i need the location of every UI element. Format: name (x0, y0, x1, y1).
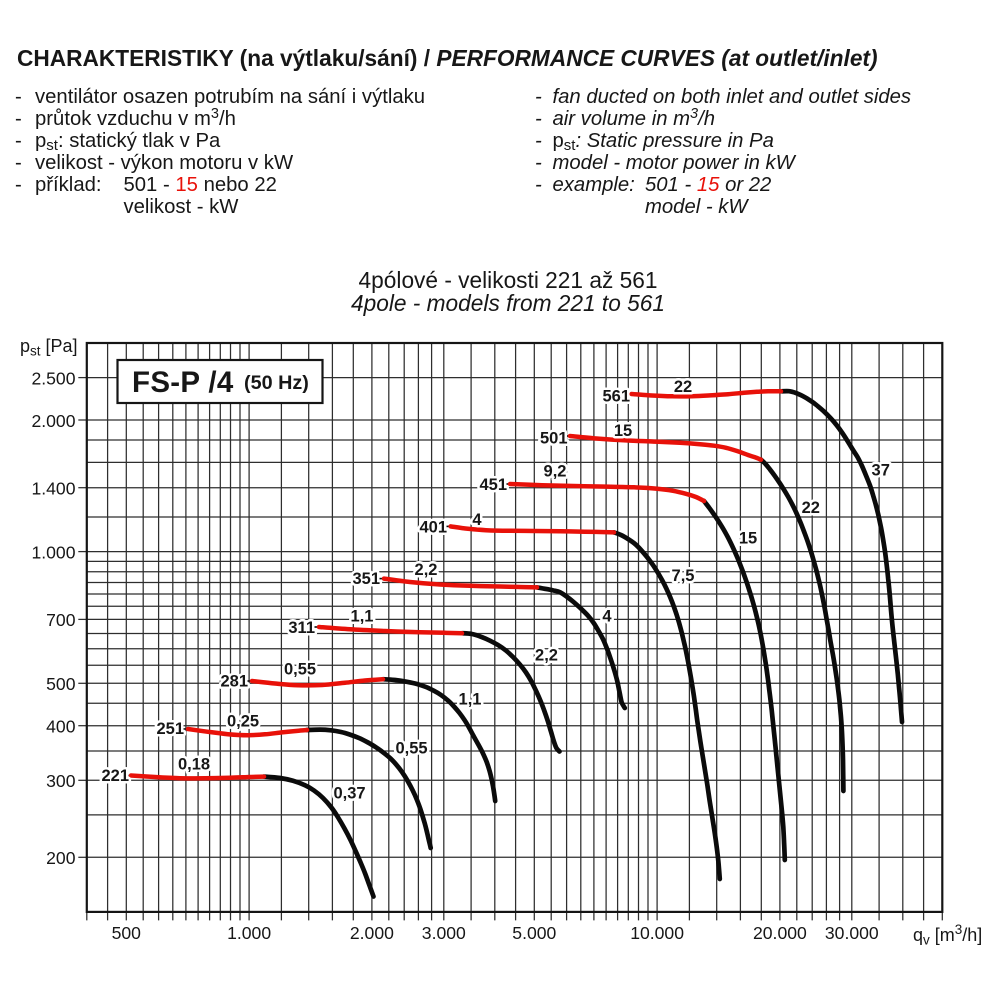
svg-text:30.000: 30.000 (825, 923, 879, 943)
svg-text:561: 561 (602, 388, 630, 406)
svg-text:281: 281 (220, 673, 248, 691)
svg-text:2.500: 2.500 (31, 368, 75, 388)
svg-text:2,2: 2,2 (415, 561, 438, 579)
svg-text:5.000: 5.000 (512, 923, 556, 943)
svg-text:2.000: 2.000 (31, 411, 75, 431)
svg-text:15: 15 (614, 422, 632, 440)
svg-text:FS-P /4: FS-P /4 (132, 366, 234, 399)
svg-text:10.000: 10.000 (630, 923, 684, 943)
svg-text:0,55: 0,55 (395, 740, 427, 758)
svg-text:2,2: 2,2 (535, 647, 558, 665)
svg-text:200: 200 (46, 848, 76, 868)
svg-text:501: 501 (540, 430, 568, 448)
svg-text:401: 401 (419, 518, 447, 536)
svg-text:500: 500 (46, 674, 76, 694)
svg-text:qv [m3/h]: qv [m3/h] (913, 922, 982, 948)
svg-text:0,18: 0,18 (178, 756, 210, 774)
svg-text:0,25: 0,25 (227, 713, 259, 731)
svg-text:22: 22 (674, 378, 692, 396)
svg-text:1,1: 1,1 (351, 607, 374, 625)
svg-text:1,1: 1,1 (459, 691, 482, 709)
svg-text:9,2: 9,2 (544, 462, 567, 480)
svg-text:0,37: 0,37 (333, 785, 365, 803)
svg-text:2.000: 2.000 (350, 923, 394, 943)
svg-text:1.000: 1.000 (31, 542, 75, 562)
svg-text:15: 15 (739, 530, 757, 548)
svg-text:7,5: 7,5 (672, 567, 695, 585)
svg-text:(50 Hz): (50 Hz) (244, 372, 309, 394)
svg-text:22: 22 (802, 499, 820, 517)
svg-text:4: 4 (472, 511, 482, 529)
svg-text:311: 311 (288, 619, 315, 637)
svg-text:3.000: 3.000 (422, 923, 466, 943)
svg-text:251: 251 (156, 720, 184, 738)
svg-text:pst [Pa]: pst [Pa] (20, 336, 78, 359)
svg-text:400: 400 (46, 717, 76, 737)
svg-text:700: 700 (46, 610, 76, 630)
svg-text:37: 37 (872, 462, 890, 480)
svg-text:1.000: 1.000 (227, 923, 271, 943)
svg-text:300: 300 (46, 771, 76, 791)
svg-text:20.000: 20.000 (753, 923, 807, 943)
svg-text:451: 451 (479, 476, 507, 494)
svg-text:221: 221 (101, 767, 129, 785)
svg-text:351: 351 (352, 570, 380, 588)
svg-text:0,55: 0,55 (284, 661, 316, 679)
svg-text:500: 500 (112, 923, 142, 943)
svg-text:1.400: 1.400 (31, 479, 75, 499)
svg-text:4: 4 (602, 608, 612, 626)
